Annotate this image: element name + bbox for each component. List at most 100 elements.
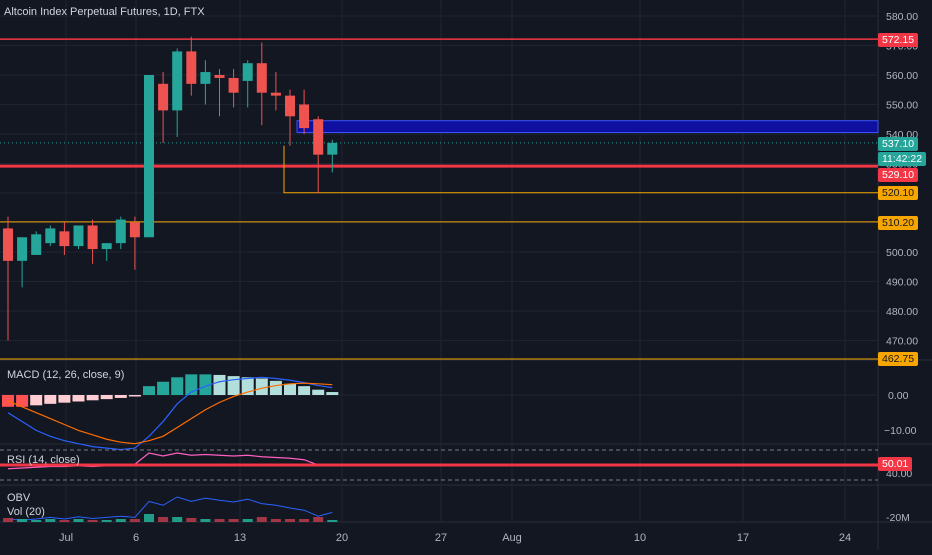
macd-histogram-bar [143, 386, 155, 395]
macd-tick-0: 0.00 [888, 390, 909, 402]
volume-bar [45, 519, 56, 522]
macd-histogram-bar [284, 383, 296, 395]
candle-body[interactable] [45, 228, 56, 244]
level-tag-529: 529.10 [878, 168, 919, 182]
candle-body[interactable] [228, 77, 239, 93]
volume-bar [144, 514, 154, 522]
macd-histogram-bar [255, 378, 268, 395]
volume-tick: -20M [886, 512, 910, 524]
macd-tick-neg10: −10.00 [884, 425, 917, 437]
candle-body[interactable] [327, 142, 338, 155]
candle-body[interactable] [87, 225, 98, 250]
level-tag-462: 462.75 [878, 352, 919, 366]
level-tag-572: 572.15 [878, 33, 919, 47]
volume-bar [59, 520, 70, 522]
macd-histogram-bar [44, 395, 57, 404]
macd-histogram-bar [298, 386, 311, 395]
time-label-Aug: Aug [502, 532, 522, 544]
volume-bar [158, 517, 169, 522]
macd-histogram-bar [58, 395, 71, 403]
obv-title[interactable]: OBV [7, 492, 31, 504]
candle-body[interactable] [313, 119, 324, 155]
candle-body[interactable] [73, 225, 84, 247]
rsi-value-tag: 50.01 [878, 457, 913, 471]
price-tick-550.00: 550.00 [886, 100, 918, 112]
macd-histogram-bar [326, 392, 339, 395]
volume-bar [313, 517, 324, 522]
candle-body[interactable] [214, 75, 225, 78]
candle-body[interactable] [299, 104, 310, 129]
macd-histogram-bar [157, 381, 170, 395]
time-label-10: 10 [634, 532, 646, 544]
candle-body[interactable] [270, 92, 281, 96]
macd-histogram-bar [128, 395, 141, 397]
macd-histogram-bar [227, 376, 240, 395]
macd-histogram-bar [86, 395, 99, 401]
price-tick-480.00: 480.00 [886, 306, 918, 318]
candle-body[interactable] [3, 228, 13, 261]
candle-body[interactable] [17, 237, 28, 261]
level-tag-510: 510.20 [878, 216, 919, 230]
supply-zone-box[interactable] [296, 120, 879, 134]
macd-histogram-bar [241, 377, 254, 395]
candle-body[interactable] [129, 222, 140, 238]
obv-line [7, 496, 333, 521]
macd-histogram-bar [114, 395, 127, 398]
candle-body[interactable] [200, 72, 211, 84]
volume-bar [129, 519, 140, 522]
level-tag-520: 520.10 [878, 186, 919, 200]
volume-bar [299, 519, 310, 522]
candle-body[interactable] [101, 243, 112, 250]
macd-title[interactable]: MACD (12, 26, close, 9) [7, 369, 125, 381]
macd-histogram-bar [269, 380, 282, 395]
volume-bar [285, 519, 295, 522]
volume-bar [256, 517, 267, 522]
macd-line [7, 376, 333, 451]
current-price-tag: 537.10 [878, 137, 919, 151]
rsi-tick-40: 40.00 [886, 468, 912, 480]
volume-bar [214, 519, 225, 522]
candle-body[interactable] [144, 75, 154, 238]
candle-body[interactable] [31, 234, 42, 255]
candle-body[interactable] [158, 83, 169, 111]
macd-histogram-bar [312, 389, 325, 395]
candle-body[interactable] [172, 51, 183, 111]
price-tick-580.00: 580.00 [886, 11, 918, 23]
volume-bar [228, 519, 239, 522]
candle-body[interactable] [59, 231, 70, 247]
macd-histogram-bar [185, 374, 198, 395]
macd-histogram-bar [30, 395, 43, 406]
candle-body[interactable] [256, 63, 267, 93]
candle-body[interactable] [242, 63, 253, 81]
candle-body[interactable] [115, 219, 126, 244]
time-label-13: 13 [234, 532, 246, 544]
volume-bar [87, 520, 98, 522]
volume-bar [115, 519, 126, 522]
time-label-Jul: Jul [59, 532, 73, 544]
volume-bar [73, 519, 84, 522]
price-tick-470.00: 470.00 [886, 336, 918, 348]
volume-bar [101, 520, 112, 522]
time-label-27: 27 [435, 532, 447, 544]
volume-bar [186, 518, 197, 522]
macd-histogram-bar [100, 395, 113, 400]
macd-histogram-bar [213, 374, 226, 395]
candle-body[interactable] [285, 95, 295, 117]
volume-bar [31, 520, 42, 522]
price-tick-490.00: 490.00 [886, 277, 918, 289]
price-tick-500.00: 500.00 [886, 247, 918, 259]
time-label-6: 6 [133, 532, 139, 544]
volume-bar [327, 520, 338, 522]
candle-body[interactable] [186, 51, 197, 84]
time-label-20: 20 [336, 532, 348, 544]
volume-title[interactable]: Vol (20) [7, 506, 45, 518]
macd-histogram-bar [171, 377, 184, 395]
rsi-title[interactable]: RSI (14, close) [7, 454, 80, 466]
macd-histogram-bar [72, 395, 85, 402]
time-label-24: 24 [839, 532, 851, 544]
time-label-17: 17 [737, 532, 749, 544]
level-line-520[interactable] [283, 145, 878, 194]
